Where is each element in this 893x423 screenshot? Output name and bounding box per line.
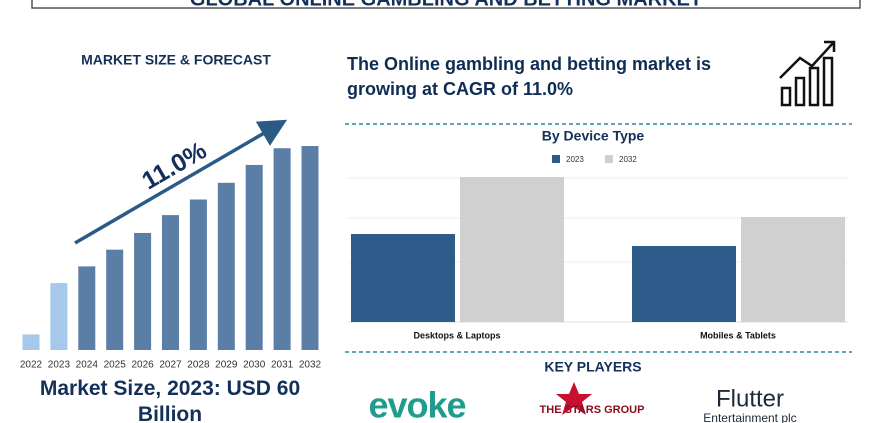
logo-evoke: evoke (368, 385, 465, 423)
x-tick-label: 2027 (159, 360, 182, 371)
bar (162, 215, 179, 350)
x-tick-label: 2031 (271, 360, 294, 371)
logo-stars: THE STARS GROUP (540, 404, 645, 416)
logo-flutter: Flutter (716, 385, 784, 412)
bar (22, 334, 40, 350)
x-tick-label: 2022 (20, 360, 43, 371)
stars-logo-mark (556, 382, 592, 415)
market-size-note: Market Size, 2023: USD 60 Billion (39, 377, 301, 423)
bar (741, 217, 845, 322)
left-chart-title: MARKET SIZE & FORECAST (81, 52, 271, 68)
legend-swatch (605, 155, 613, 163)
x-tick-label: 2028 (187, 360, 210, 371)
logo-flutter-sub: Entertainment plc (703, 411, 796, 423)
x-tick-label: 2025 (104, 360, 127, 371)
page-title: GLOBAL ONLINE GAMBLING AND BETTING MARKE… (190, 0, 702, 10)
legend-label: 2032 (619, 155, 637, 164)
x-tick-label: 2032 (299, 360, 322, 371)
growth-arrow (74, 119, 288, 245)
headline: The Online gambling and betting market i… (347, 54, 712, 99)
bar (50, 283, 68, 350)
x-tick-label: Mobiles & Tablets (700, 330, 776, 340)
bar (106, 249, 124, 350)
bar (351, 234, 455, 322)
legend-label: 2023 (566, 155, 584, 164)
bar (273, 148, 291, 350)
bar (217, 182, 235, 350)
bar (245, 164, 263, 350)
bar (78, 266, 96, 350)
x-tick-label: 2024 (76, 360, 99, 371)
title-box (31, 0, 861, 9)
trend-icon (779, 40, 836, 107)
bar (134, 232, 152, 350)
key-players-title: KEY PLAYERS (544, 359, 641, 375)
x-tick-label: 2026 (131, 360, 154, 371)
x-tick-label: 2030 (243, 360, 266, 371)
bar (632, 246, 736, 322)
x-tick-label: 2029 (215, 360, 238, 371)
x-tick-label: 2023 (48, 360, 71, 371)
bar (460, 177, 564, 322)
bar (301, 146, 319, 350)
right-chart-title: By Device Type (542, 128, 645, 144)
x-tick-label: Desktops & Laptops (413, 330, 500, 340)
bar (189, 199, 207, 350)
legend-swatch (552, 155, 560, 163)
